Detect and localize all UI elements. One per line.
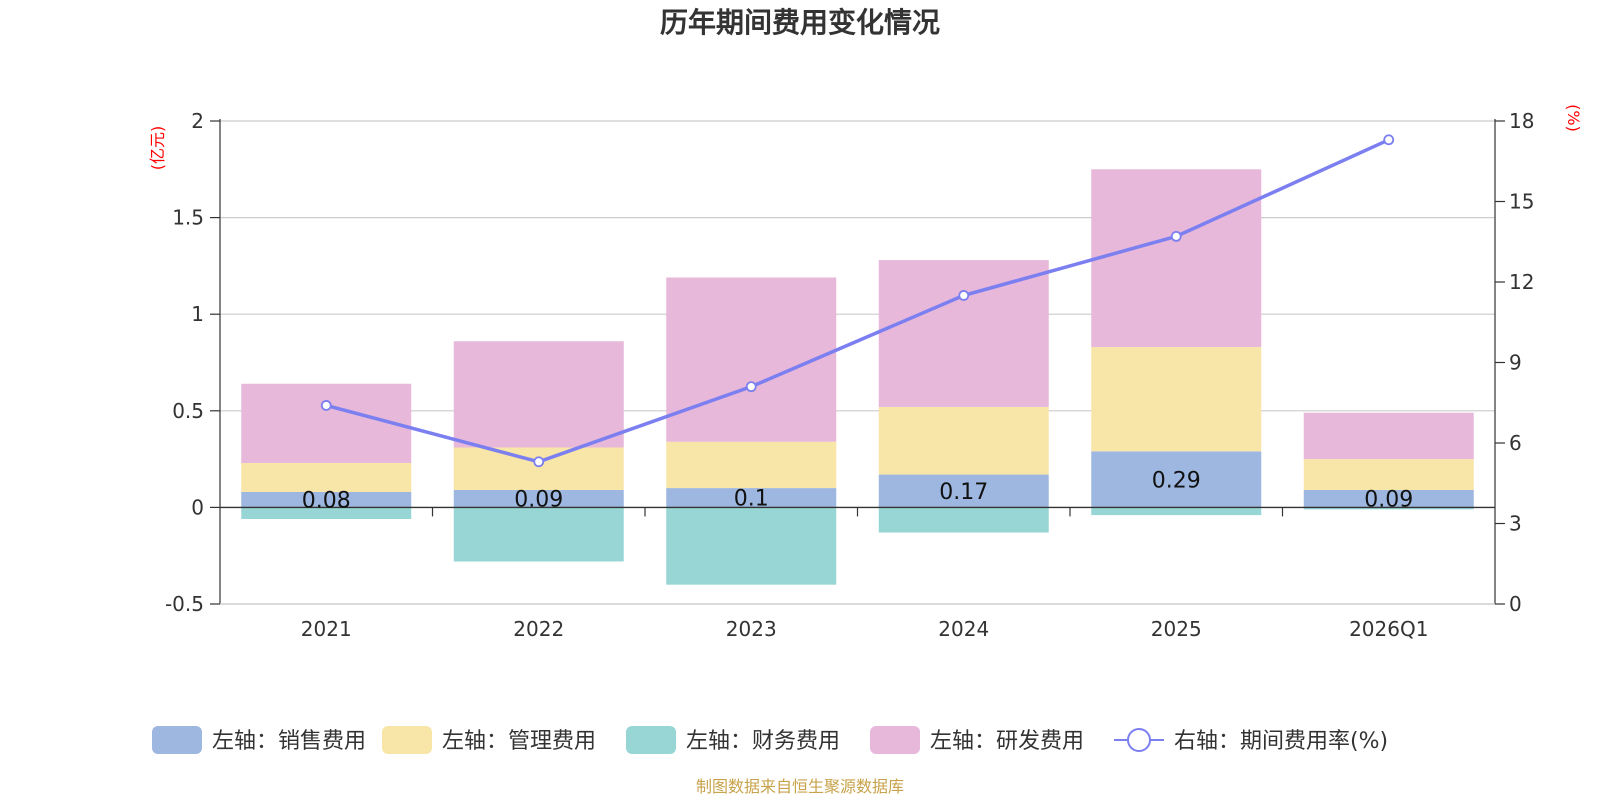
bar-s0-2026Q1 bbox=[1303, 490, 1474, 508]
bar-s2-2025 bbox=[1091, 507, 1262, 516]
expense-rate-point-2024 bbox=[958, 290, 970, 301]
expense-rate-point-2026Q1 bbox=[1383, 134, 1395, 146]
expense-rate-point-2023 bbox=[745, 381, 757, 393]
left-tick-label-1: 0 bbox=[191, 495, 204, 519]
expense-rate-point-2022 bbox=[533, 456, 545, 468]
right-tick-label-1: 3 bbox=[1509, 512, 1522, 536]
left-tick-label-0: -0.5 bbox=[165, 592, 204, 616]
legend-label-4: 右轴：期间费用率(%) bbox=[1174, 729, 1388, 754]
legend-label-1: 左轴：管理费用 bbox=[442, 729, 596, 754]
bar-s3-2023 bbox=[666, 277, 837, 442]
data-label-2026Q1: 0.09 bbox=[1364, 488, 1413, 513]
bar-s2-2023 bbox=[666, 507, 837, 585]
right-tick-label-5: 15 bbox=[1509, 190, 1534, 214]
x-tick-label-2025: 2025 bbox=[1151, 617, 1202, 641]
data-label-2024: 0.17 bbox=[939, 480, 988, 505]
bar-s3-2025 bbox=[1091, 169, 1262, 348]
bar-s1-2021 bbox=[241, 462, 412, 492]
bar-s3-2026Q1 bbox=[1303, 412, 1474, 460]
bar-s3-2021 bbox=[241, 383, 412, 463]
data-label-2021: 0.08 bbox=[302, 489, 351, 514]
bar-s0-2022 bbox=[453, 490, 624, 508]
grid-layer bbox=[220, 120, 1495, 605]
bar-s1-2024 bbox=[878, 406, 1049, 475]
left-tick-label-3: 1 bbox=[191, 302, 204, 326]
bar-s2-2022 bbox=[453, 507, 624, 562]
data-label-2022: 0.09 bbox=[514, 488, 563, 513]
expense-rate-line bbox=[325, 138, 1390, 464]
right-tick-label-0: 0 bbox=[1509, 592, 1522, 616]
line-layer bbox=[320, 134, 1395, 468]
legend: 左轴：销售费用 左轴：管理费用 左轴：财务费用 左轴：研发费用 右轴：期间费用率(%) bbox=[152, 726, 1388, 754]
bar-s2-2021 bbox=[241, 507, 412, 519]
left-tick-label-2: 0.5 bbox=[172, 399, 204, 423]
right-axis-unit: (%) bbox=[1564, 104, 1583, 132]
left-tick-label-5: 2 bbox=[191, 109, 204, 133]
bar-s0-2021 bbox=[241, 491, 412, 508]
axes-layer: -0.5 0 0.5 1 1.5 2 0 3 6 9 12 15 18 2021 2022 2023 2024 2… bbox=[165, 109, 1534, 641]
data-source-note: 制图数据来自恒生聚源数据库 bbox=[696, 777, 904, 796]
x-tick-label-2026Q1: 2026Q1 bbox=[1349, 617, 1428, 641]
chart-title: 历年期间费用变化情况 bbox=[660, 6, 940, 39]
bar-s0-2024 bbox=[878, 474, 1049, 508]
legend-swatch-marker bbox=[1127, 728, 1151, 752]
x-tick-label-2021: 2021 bbox=[301, 617, 352, 641]
expense-rate-point-2025 bbox=[1170, 230, 1182, 242]
x-tick-label-2023: 2023 bbox=[726, 617, 777, 641]
bar-s2-2024 bbox=[878, 507, 1049, 533]
data-label-2025: 0.29 bbox=[1152, 468, 1201, 493]
bar-s1-2023 bbox=[666, 441, 837, 489]
legend-swatch-0 bbox=[152, 726, 202, 754]
x-tick-label-2022: 2022 bbox=[513, 617, 564, 641]
legend-label-0: 左轴：销售费用 bbox=[212, 729, 366, 754]
x-tick-label-2024: 2024 bbox=[938, 617, 989, 641]
bar-s2-2026Q1 bbox=[1303, 507, 1474, 510]
legend-label-2: 左轴：财务费用 bbox=[686, 729, 840, 754]
bar-s1-2026Q1 bbox=[1303, 459, 1474, 491]
legend-swatch-2 bbox=[626, 726, 676, 754]
legend-label-3: 左轴：研发费用 bbox=[930, 729, 1084, 754]
left-tick-label-4: 1.5 bbox=[172, 206, 204, 230]
bars-layer bbox=[241, 169, 1474, 585]
right-tick-label-2: 6 bbox=[1509, 431, 1522, 455]
bar-s1-2022 bbox=[453, 447, 624, 491]
bar-s0-2023 bbox=[666, 488, 837, 508]
right-tick-label-3: 9 bbox=[1509, 351, 1522, 375]
data-label-2023: 0.1 bbox=[734, 487, 769, 512]
legend-swatch-1 bbox=[382, 726, 432, 754]
bar-s3-2024 bbox=[878, 260, 1049, 407]
right-tick-label-6: 18 bbox=[1509, 109, 1534, 133]
left-axis-unit: (亿元) bbox=[148, 126, 167, 171]
legend-swatch-3 bbox=[870, 726, 920, 754]
bar-s3-2022 bbox=[453, 341, 624, 448]
bar-s1-2025 bbox=[1091, 347, 1262, 452]
expense-rate-point-2021 bbox=[320, 400, 332, 411]
labels-layer: 0.08 0.09 0.1 0.17 0.29 0.09 bbox=[302, 468, 1413, 513]
bar-s0-2025 bbox=[1091, 451, 1262, 508]
right-tick-label-4: 12 bbox=[1509, 270, 1534, 294]
